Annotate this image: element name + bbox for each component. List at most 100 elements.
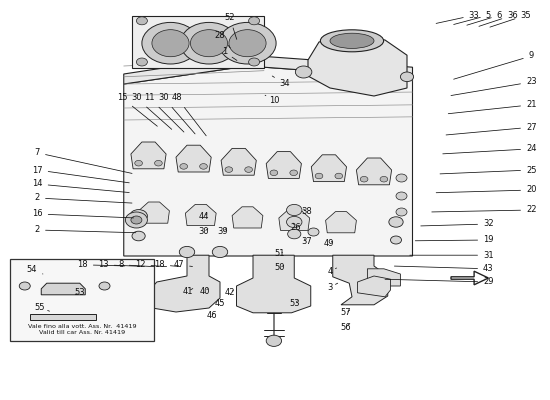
Circle shape — [19, 282, 30, 290]
Circle shape — [396, 174, 407, 182]
Text: 27: 27 — [446, 123, 537, 135]
Text: 9: 9 — [454, 52, 534, 79]
Text: 30: 30 — [158, 94, 195, 134]
Text: 31: 31 — [410, 251, 494, 260]
Text: 17: 17 — [32, 166, 129, 183]
Text: 41: 41 — [183, 287, 194, 296]
Text: 38: 38 — [301, 208, 312, 216]
Circle shape — [136, 58, 147, 66]
Text: 22: 22 — [432, 206, 537, 214]
Text: 56: 56 — [340, 323, 351, 332]
Text: 51: 51 — [274, 250, 285, 258]
Circle shape — [99, 282, 110, 290]
Circle shape — [270, 170, 278, 176]
Text: 33: 33 — [436, 11, 480, 24]
Polygon shape — [30, 314, 96, 320]
Text: 25: 25 — [440, 166, 537, 174]
Polygon shape — [185, 204, 216, 226]
Polygon shape — [333, 255, 388, 305]
Text: 10: 10 — [265, 95, 279, 105]
Text: 32: 32 — [421, 220, 494, 228]
Circle shape — [315, 173, 323, 179]
Text: 4: 4 — [327, 267, 337, 276]
Circle shape — [290, 170, 298, 176]
Text: 53: 53 — [74, 288, 85, 297]
Polygon shape — [147, 255, 220, 312]
Text: 52: 52 — [224, 14, 236, 39]
Text: 5: 5 — [454, 11, 491, 24]
Polygon shape — [221, 148, 256, 175]
Ellipse shape — [330, 33, 374, 48]
Circle shape — [396, 192, 407, 200]
Polygon shape — [356, 158, 392, 185]
Text: 20: 20 — [436, 186, 537, 194]
Text: 2: 2 — [35, 194, 132, 203]
Polygon shape — [124, 66, 412, 256]
Text: 18: 18 — [77, 260, 125, 269]
Text: 12: 12 — [135, 260, 167, 269]
Text: 39: 39 — [217, 228, 228, 236]
Circle shape — [190, 30, 228, 57]
Polygon shape — [139, 202, 169, 223]
Circle shape — [130, 210, 147, 222]
Polygon shape — [266, 152, 301, 178]
Polygon shape — [367, 269, 400, 286]
Text: 13: 13 — [98, 260, 140, 269]
Circle shape — [229, 30, 266, 57]
Text: 30: 30 — [131, 94, 172, 129]
Text: Passione Ferrari: Passione Ferrari — [163, 158, 387, 258]
Circle shape — [131, 216, 142, 224]
Circle shape — [287, 216, 302, 228]
Circle shape — [180, 22, 238, 64]
Text: 6: 6 — [467, 11, 502, 25]
Polygon shape — [326, 212, 356, 233]
Polygon shape — [236, 255, 311, 313]
Text: 53: 53 — [289, 299, 300, 308]
Text: 48: 48 — [172, 94, 206, 136]
Text: 8: 8 — [118, 260, 154, 269]
Text: 46: 46 — [206, 312, 217, 320]
Circle shape — [152, 30, 189, 57]
Text: 7: 7 — [35, 148, 132, 174]
Text: 54: 54 — [26, 266, 43, 274]
Polygon shape — [358, 276, 390, 297]
Text: 34: 34 — [272, 76, 290, 88]
Ellipse shape — [320, 30, 384, 52]
Circle shape — [400, 72, 414, 82]
Circle shape — [288, 229, 301, 239]
Polygon shape — [308, 34, 407, 96]
Circle shape — [396, 208, 407, 216]
Circle shape — [219, 22, 276, 64]
Text: 16: 16 — [32, 210, 134, 218]
Text: 3: 3 — [327, 283, 338, 292]
Text: 49: 49 — [323, 239, 334, 248]
Text: 37: 37 — [301, 238, 312, 246]
Text: 40: 40 — [199, 287, 210, 296]
Circle shape — [266, 335, 282, 346]
Text: 1: 1 — [222, 48, 237, 60]
Circle shape — [135, 160, 142, 166]
Polygon shape — [131, 142, 166, 169]
Text: 36: 36 — [479, 11, 518, 26]
Circle shape — [180, 164, 188, 169]
Circle shape — [155, 160, 162, 166]
Circle shape — [125, 212, 147, 228]
FancyBboxPatch shape — [10, 259, 154, 341]
Text: 45: 45 — [214, 300, 225, 308]
Text: 29: 29 — [385, 278, 494, 286]
Polygon shape — [311, 155, 346, 182]
Circle shape — [249, 17, 260, 25]
Circle shape — [142, 22, 199, 64]
Text: 28: 28 — [214, 32, 230, 48]
Text: 2: 2 — [35, 226, 136, 234]
Text: 50: 50 — [274, 264, 285, 272]
Text: 19: 19 — [415, 236, 494, 244]
Text: Vale fino alla vott. Ass. Nr.  41419
Valid till car Ass. Nr. 41419: Vale fino alla vott. Ass. Nr. 41419 Vali… — [28, 324, 136, 335]
Polygon shape — [279, 209, 310, 230]
Text: 35: 35 — [490, 11, 531, 27]
Text: 23: 23 — [451, 78, 537, 96]
Text: 26: 26 — [290, 223, 301, 232]
Text: 57: 57 — [340, 308, 351, 317]
Polygon shape — [451, 271, 488, 285]
Circle shape — [287, 204, 302, 216]
